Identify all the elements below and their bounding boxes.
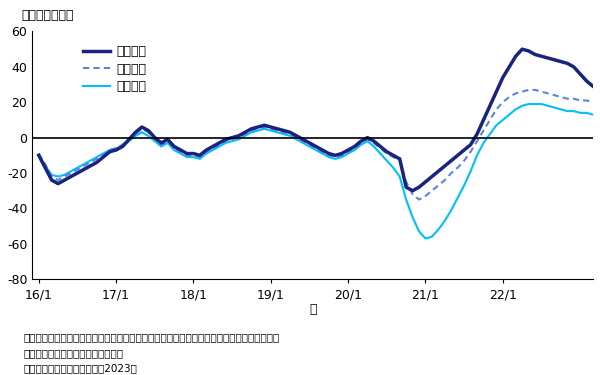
Text: （注）各月において、当月と前年同月に求人を掲載している企業にサンプルを絞ったうえで: （注）各月において、当月と前年同月に求人を掲載している企業にサンプルを絞ったうえ… [24, 332, 280, 342]
中スキル [589, 100, 596, 105]
中スキル [493, 107, 500, 112]
低スキル [422, 236, 429, 241]
Legend: 高スキル, 中スキル, 低スキル: 高スキル, 中スキル, 低スキル [78, 40, 152, 98]
Text: 求人件数の前年比を計算した。: 求人件数の前年比を計算した。 [24, 348, 124, 358]
低スキル [589, 112, 596, 117]
低スキル [267, 128, 274, 133]
中スキル [415, 197, 422, 202]
中スキル [196, 155, 203, 159]
Line: 中スキル: 中スキル [39, 90, 593, 200]
Text: （出所）古川・城戸・法眼（2023）: （出所）古川・城戸・法眼（2023） [24, 363, 138, 373]
高スキル [267, 125, 274, 129]
低スキル [493, 123, 500, 128]
中スキル [35, 151, 43, 156]
中スキル [125, 137, 133, 142]
高スキル [35, 153, 43, 158]
高スキル [493, 89, 500, 94]
低スキル [125, 139, 133, 143]
低スキル [313, 148, 320, 152]
高スキル [409, 189, 416, 193]
Line: 高スキル: 高スキル [39, 49, 593, 191]
低スキル [35, 153, 43, 158]
Line: 低スキル: 低スキル [39, 104, 593, 238]
中スキル [267, 126, 274, 131]
高スキル [196, 153, 203, 158]
低スキル [196, 157, 203, 161]
高スキル [518, 47, 526, 51]
高スキル [158, 141, 165, 145]
高スキル [313, 144, 320, 149]
低スキル [158, 144, 165, 149]
中スキル [313, 146, 320, 150]
高スキル [589, 84, 596, 88]
Text: （前年比、％）: （前年比、％） [21, 9, 74, 22]
高スキル [125, 137, 133, 142]
X-axis label: 月: 月 [309, 303, 316, 315]
低スキル [525, 102, 532, 106]
中スキル [158, 142, 165, 147]
中スキル [525, 88, 532, 92]
